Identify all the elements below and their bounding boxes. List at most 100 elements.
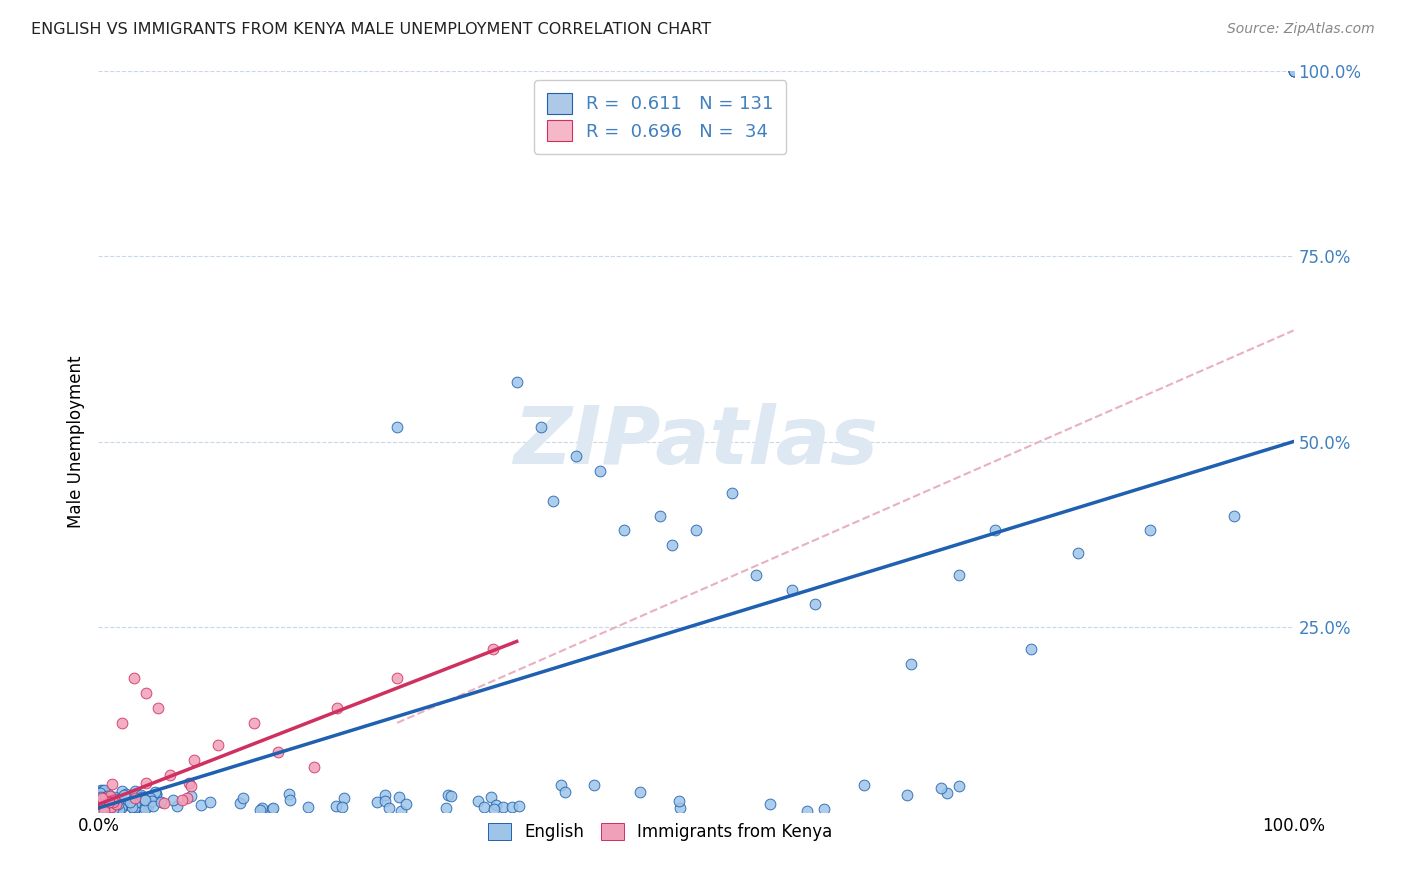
Point (481, 789, 503, 804)
Point (374, 789, 396, 803)
Point (721, 486, 744, 500)
Point (325, 798, 347, 813)
Point (139, 790, 162, 805)
Point (262, 800, 284, 814)
Point (166, 799, 188, 814)
Point (330, 800, 353, 814)
Point (145, 788, 167, 802)
Point (138, 799, 160, 814)
Point (1282, 64, 1305, 78)
Point (107, 793, 129, 807)
Point (110, 801, 132, 815)
Text: Source: ZipAtlas.com: Source: ZipAtlas.com (1227, 22, 1375, 37)
Point (93, 799, 115, 814)
Point (90, 802, 112, 816)
Point (96, 793, 118, 807)
Point (385, 419, 409, 434)
Point (90, 790, 112, 805)
Point (94, 799, 117, 814)
Point (101, 802, 124, 816)
Point (111, 798, 134, 813)
Point (530, 419, 553, 434)
Point (277, 787, 299, 801)
Point (326, 701, 349, 715)
Point (107, 802, 129, 816)
Point (759, 797, 782, 811)
Point (589, 464, 612, 478)
Point (105, 796, 128, 810)
Point (98, 795, 121, 809)
Point (176, 791, 198, 805)
Point (131, 791, 153, 805)
Point (267, 746, 290, 760)
Point (936, 786, 959, 800)
Point (389, 804, 412, 818)
Point (250, 801, 273, 815)
Point (565, 450, 588, 464)
Point (948, 779, 970, 793)
Point (124, 784, 146, 798)
Point (89, 787, 111, 801)
Point (177, 776, 200, 790)
Point (388, 790, 411, 805)
Point (115, 787, 138, 801)
Point (93, 790, 115, 805)
Point (207, 738, 229, 752)
Point (1139, 524, 1161, 538)
Point (159, 767, 181, 781)
Point (97, 787, 120, 801)
Point (104, 789, 127, 804)
Point (302, 760, 325, 774)
Point (90, 784, 112, 798)
Point (111, 715, 134, 730)
Point (91, 785, 114, 799)
Point (135, 776, 157, 790)
Point (105, 792, 128, 806)
Point (1282, 64, 1305, 78)
Point (333, 791, 356, 805)
Point (124, 791, 146, 805)
Point (148, 701, 170, 715)
Point (120, 795, 142, 809)
Point (1223, 508, 1246, 523)
Point (278, 793, 301, 807)
Point (141, 794, 163, 808)
Point (104, 797, 127, 811)
Point (97, 800, 120, 814)
Point (648, 508, 672, 523)
Point (482, 801, 505, 815)
Point (481, 641, 505, 656)
Point (668, 794, 690, 808)
Point (613, 524, 636, 538)
Point (262, 802, 284, 816)
Point (136, 797, 159, 811)
Point (1282, 64, 1305, 78)
Point (804, 598, 827, 612)
Point (1019, 641, 1042, 656)
Point (134, 793, 156, 807)
Point (661, 538, 683, 552)
Point (93, 783, 115, 797)
Point (1067, 546, 1090, 560)
Point (229, 797, 252, 811)
Point (485, 798, 508, 813)
Point (98, 789, 121, 803)
Point (395, 797, 418, 811)
Point (467, 794, 489, 808)
Point (550, 778, 572, 792)
Point (501, 799, 523, 814)
Point (436, 788, 458, 802)
Point (374, 794, 396, 808)
Point (582, 778, 605, 792)
Point (100, 794, 122, 808)
Point (110, 783, 132, 797)
Point (114, 797, 136, 812)
Point (107, 793, 129, 807)
Point (100, 777, 122, 791)
Point (813, 801, 835, 815)
Point (434, 800, 457, 814)
Point (685, 524, 707, 538)
Point (378, 801, 401, 815)
Point (124, 801, 146, 815)
Point (554, 785, 576, 799)
